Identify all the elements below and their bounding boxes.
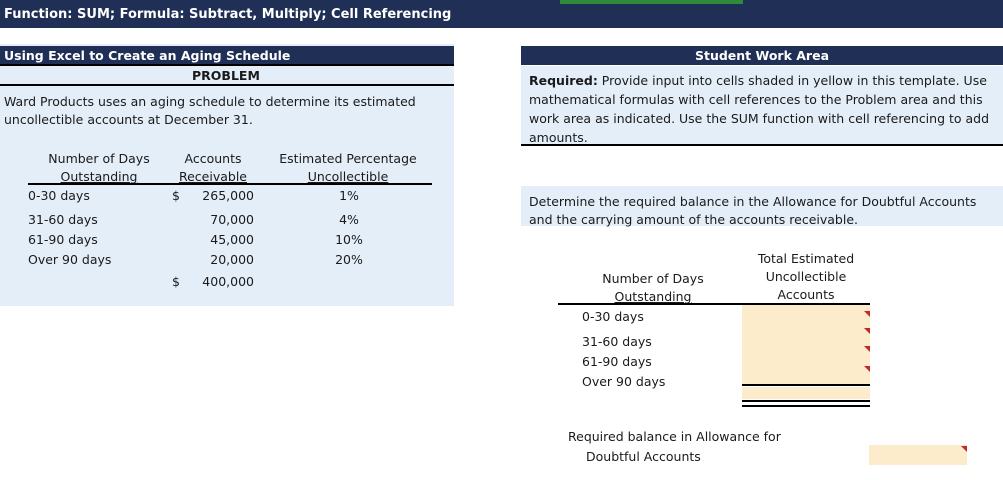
required-line2: mathematical formulas with cell referenc… <box>529 92 983 107</box>
problem-row-currency: $ <box>172 188 180 203</box>
problem-row-amount: 20,000 <box>210 252 254 267</box>
problem-row-days: 61-90 days <box>28 232 98 247</box>
problem-row-days: 31-60 days <box>28 212 98 227</box>
header-title: Function: SUM; Formula: Subtract, Multip… <box>4 7 452 22</box>
comment-flag-icon <box>864 346 870 352</box>
problem-panel <box>0 44 454 306</box>
allowance-label-line1: Required balance in Allowance for <box>568 429 781 444</box>
problem-row-pct: 1% <box>339 188 359 203</box>
problem-header-rule <box>28 183 432 185</box>
problem-description-line1: Ward Products uses an aging schedule to … <box>4 94 416 109</box>
problem-row-amount: 45,000 <box>210 232 254 247</box>
determine-box <box>521 186 1003 226</box>
work-row-days: 61-90 days <box>582 354 652 369</box>
comment-flag-icon <box>864 311 870 317</box>
problem-row-pct: 20% <box>335 252 363 267</box>
work-total-rule <box>742 384 870 386</box>
problem-row-days: Over 90 days <box>28 252 112 267</box>
problem-total-currency: $ <box>172 274 180 289</box>
work-row-days: 31-60 days <box>582 334 652 349</box>
problem-title: Using Excel to Create an Aging Schedule <box>4 48 291 63</box>
work-double-rule-1 <box>742 400 870 402</box>
top-strip <box>0 0 1003 4</box>
work-input-61-90[interactable] <box>742 353 870 371</box>
problem-row-days: 0-30 days <box>28 188 90 203</box>
work-input-0-30[interactable] <box>742 308 870 328</box>
work-title: Student Work Area <box>694 48 830 63</box>
problem-rule-bottom <box>0 84 454 86</box>
problem-rule-top <box>0 64 454 66</box>
header-bar <box>0 4 1003 28</box>
problem-row-pct: 10% <box>335 232 363 247</box>
allowance-input[interactable] <box>869 445 967 465</box>
problem-header-ar: Accounts Receivable <box>178 151 247 184</box>
required-line4: amounts. <box>529 130 588 145</box>
problem-title-bar <box>0 46 454 65</box>
determine-line1: Determine the required balance in the Al… <box>529 194 977 209</box>
problem-header-pct: Estimated Percentage Uncollectible <box>279 151 417 184</box>
work-title-bar <box>521 46 1003 65</box>
work-input-over-90[interactable] <box>742 372 870 384</box>
problem-total-amount: 400,000 <box>202 274 254 289</box>
work-header-total: Total Estimated Uncollectible Accounts <box>757 251 855 302</box>
problem-header-days: Number of Days Outstanding <box>48 151 150 184</box>
active-tab-indicator[interactable] <box>560 0 743 4</box>
problem-row-amount: 70,000 <box>210 212 254 227</box>
problem-row-amount: 265,000 <box>202 188 254 203</box>
comment-flag-icon <box>961 446 967 452</box>
work-input-column <box>742 305 870 385</box>
work-double-rule-2 <box>742 405 870 407</box>
allowance-label-line2: Doubtful Accounts <box>586 449 701 464</box>
required-line3: work area as indicated. Use the SUM func… <box>529 111 990 126</box>
problem-label: PROBLEM <box>192 68 260 83</box>
required-line1: Required: Provide input into cells shade… <box>529 73 987 88</box>
work-total-input[interactable] <box>742 387 870 399</box>
required-rule <box>521 144 1003 146</box>
problem-row-pct: 4% <box>339 212 359 227</box>
work-input-31-60[interactable] <box>742 333 870 351</box>
determine-line2: and the carrying amount of the accounts … <box>529 212 858 227</box>
problem-description-line2: uncollectible accounts at December 31. <box>4 112 253 127</box>
required-box <box>521 66 1003 144</box>
work-header-rule <box>558 303 870 305</box>
work-row-days: 0-30 days <box>582 309 644 324</box>
work-header-days: Number of Days Outstanding <box>602 271 704 304</box>
comment-flag-icon <box>864 328 870 334</box>
comment-flag-icon <box>864 366 870 372</box>
work-row-days: Over 90 days <box>582 374 666 389</box>
